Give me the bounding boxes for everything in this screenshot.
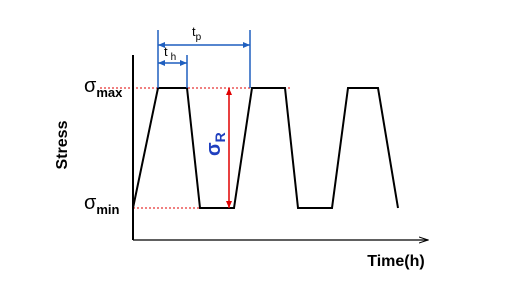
period-label: tp [192, 24, 202, 43]
min-label: σmin [84, 192, 120, 217]
max-label: σmax [84, 75, 123, 100]
waveform [132, 87, 399, 209]
x-axis-label: Time(h) [367, 253, 424, 270]
range-label: σR [203, 132, 228, 156]
y-axis-label: Stress [54, 120, 71, 169]
